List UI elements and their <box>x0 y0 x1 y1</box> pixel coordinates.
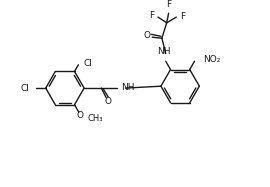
Text: NO₂: NO₂ <box>203 55 221 64</box>
Text: O: O <box>144 31 151 40</box>
Text: F: F <box>166 0 171 9</box>
Text: O: O <box>104 97 112 106</box>
Text: O: O <box>76 111 83 120</box>
Text: Cl: Cl <box>21 84 29 93</box>
Text: Cl: Cl <box>83 59 92 68</box>
Text: F: F <box>149 11 154 20</box>
Text: NH: NH <box>122 83 135 92</box>
Text: F: F <box>180 12 185 21</box>
Text: CH₃: CH₃ <box>87 114 103 123</box>
Text: NH: NH <box>157 47 171 56</box>
